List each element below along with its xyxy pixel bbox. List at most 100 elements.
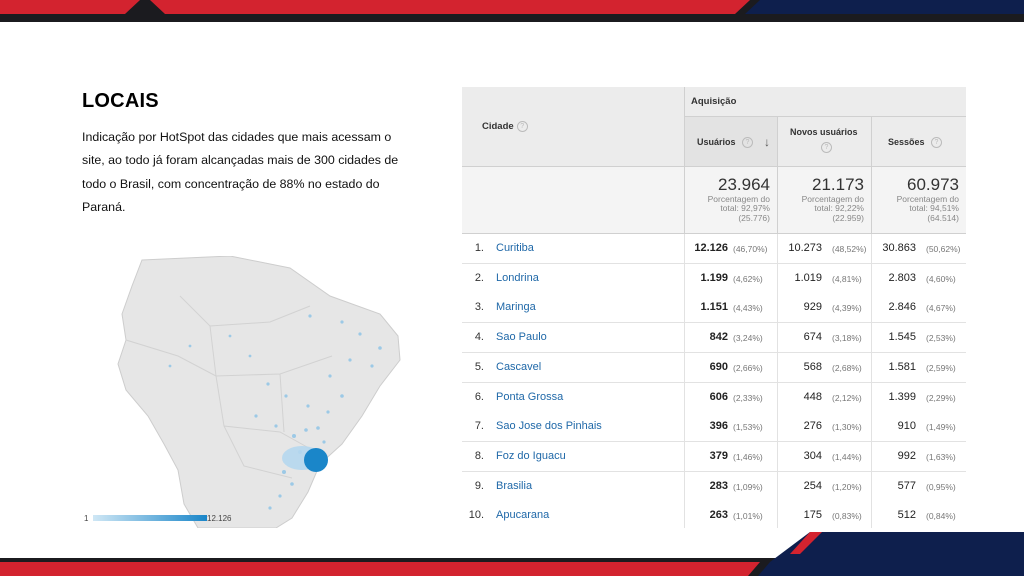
column-divider [684, 412, 685, 442]
table-row: 8. Foz do Iguacu 379 (1,46%) 304 (1,44%) 992 (1… [462, 441, 966, 472]
novos-value: 304 [803, 449, 822, 462]
aquisicao-label: Aquisição [691, 96, 737, 107]
usuarios-value: 263 [709, 509, 728, 522]
column-divider [684, 234, 685, 263]
column-divider [684, 471, 685, 501]
help-icon[interactable]: ? [931, 137, 942, 148]
row-rank: 10. [468, 509, 484, 522]
column-divider [684, 352, 685, 382]
south-america-landmass [117, 256, 401, 528]
bottom-decorative-band [0, 558, 1024, 576]
row-rank: 7. [474, 420, 484, 433]
sessoes-percent: (4,67%) [926, 303, 956, 314]
description-text: Indicação por HotSpot das cidades que ma… [82, 130, 399, 214]
column-divider [871, 471, 872, 501]
usuarios-value: 379 [709, 449, 728, 462]
sessoes-value: 992 [897, 449, 916, 462]
sessoes-column-header[interactable]: Sessões ? [871, 117, 966, 166]
table-row: 5. Cascavel 690 (2,66%) 568 (2,68%) 1.581 (2,59… [462, 352, 966, 383]
sessoes-value: 512 [897, 509, 916, 522]
city-link[interactable]: Maringa [496, 301, 536, 314]
curitiba-marker [304, 448, 328, 472]
column-divider [871, 263, 872, 293]
note-line: (22.959) [832, 212, 864, 223]
total-usuarios-value: 23.964 [718, 175, 770, 194]
usuarios-value: 606 [709, 390, 728, 403]
column-divider [777, 263, 778, 293]
sessoes-value: 30.863 [882, 242, 916, 254]
note-line: Porcentagem do [896, 194, 959, 204]
city-link[interactable]: Sao Paulo [496, 331, 547, 344]
cidade-header[interactable]: Cidade? [482, 121, 528, 132]
analytics-table: Cidade? Aquisição Usuários ? ↓ Novos usu… [462, 87, 966, 528]
column-divider [871, 382, 872, 412]
usuarios-column-header[interactable]: Usuários ? ↓ [684, 117, 778, 166]
usuarios-value: 1.151 [700, 301, 728, 314]
sort-descending-icon[interactable]: ↓ [764, 135, 770, 149]
column-divider [777, 501, 778, 528]
novos-percent: (3,18%) [832, 333, 862, 344]
novos-percent: (1,44%) [832, 451, 862, 462]
row-rank: 1. [474, 242, 484, 254]
city-link[interactable]: Sao Jose dos Pinhais [496, 420, 602, 433]
sessoes-percent: (0,84%) [926, 511, 956, 522]
cidade-header-label: Cidade [482, 121, 514, 133]
city-link[interactable]: Cascavel [496, 360, 542, 373]
city-link[interactable]: Londrina [496, 271, 539, 284]
total-novos-note: Porcentagem do total: 92,22% (22.959) [780, 194, 864, 223]
help-icon[interactable]: ? [821, 142, 832, 153]
city-link[interactable]: Brasilia [496, 479, 533, 492]
column-divider [684, 263, 685, 293]
sessoes-value: 1.545 [888, 331, 916, 344]
novos-header-label: Novos usuários [790, 127, 858, 137]
row-rank: 9. [474, 479, 484, 492]
usuarios-percent: (3,24%) [733, 333, 763, 344]
note-line: Porcentagem do [801, 194, 864, 204]
column-divider [777, 352, 778, 382]
novos-value: 1.019 [794, 271, 822, 284]
column-divider [684, 323, 685, 353]
novos-usuarios-column-header[interactable]: Novos usuários ? [777, 117, 872, 166]
sessoes-percent: (2,53%) [926, 333, 956, 344]
sessoes-value: 1.399 [888, 390, 916, 403]
help-icon[interactable]: ? [516, 121, 528, 132]
total-usuarios-note: Porcentagem do total: 92,97% (25.776) [686, 194, 770, 223]
column-divider [777, 293, 778, 323]
city-link[interactable]: Foz do Iguacu [496, 449, 566, 462]
total-usuarios: 23.964 Porcentagem do total: 92,97% (25.… [684, 167, 778, 233]
row-rank: 3. [474, 301, 484, 314]
state-borders [125, 295, 333, 479]
table-row: 2. Londrina 1.199 (4,62%) 1.019 (4,81%) 2.803 (… [462, 263, 966, 294]
brazil-map [117, 256, 401, 528]
note-line: total: 92,22% [814, 203, 864, 214]
novos-percent: (1,20%) [832, 481, 862, 492]
row-rank: 8. [474, 449, 484, 462]
novos-value: 674 [803, 331, 822, 344]
city-link[interactable]: Apucarana [496, 509, 550, 522]
table-row: 7. Sao Jose dos Pinhais 396 (1,53%) 276 (1,30… [462, 412, 966, 443]
sessoes-value: 2.803 [888, 271, 916, 284]
row-rank: 5. [474, 360, 484, 373]
sessoes-percent: (2,59%) [926, 362, 956, 373]
note-line: total: 94,51% [909, 203, 959, 214]
usuarios-percent: (4,43%) [733, 303, 763, 314]
help-icon[interactable]: ? [742, 137, 753, 148]
novos-value: 929 [803, 301, 822, 314]
novos-value: 10.273 [788, 242, 822, 254]
column-divider [684, 501, 685, 528]
column-divider [777, 412, 778, 442]
total-sessoes: 60.973 Porcentagem do total: 94,51% (64.… [871, 167, 966, 233]
column-divider [777, 471, 778, 501]
total-novos: 21.173 Porcentagem do total: 92,22% (22.… [777, 167, 872, 233]
sessoes-percent: (1,63%) [926, 451, 956, 462]
row-rank: 4. [474, 331, 484, 344]
column-divider [777, 234, 778, 263]
city-link[interactable]: Ponta Grossa [496, 390, 564, 403]
city-link[interactable]: Curitiba [496, 242, 534, 254]
novos-value: 175 [803, 509, 822, 522]
column-divider [871, 293, 872, 323]
total-sessoes-value: 60.973 [907, 175, 959, 194]
novos-percent: (4,39%) [832, 303, 862, 314]
novos-percent: (0,83%) [832, 511, 862, 522]
row-rank: 2. [474, 271, 484, 284]
